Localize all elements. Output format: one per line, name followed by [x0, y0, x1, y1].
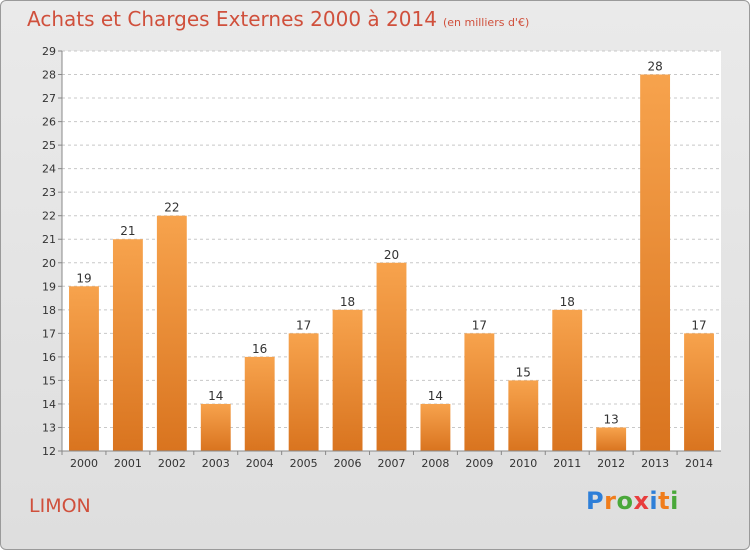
y-tick-label: 21	[42, 233, 56, 246]
logo-letter: i	[670, 487, 679, 515]
data-label-2005: 17	[296, 318, 311, 332]
x-tick-label: 2003	[202, 457, 230, 470]
y-tick-label: 18	[42, 304, 56, 317]
y-tick-label: 20	[42, 257, 56, 270]
data-label-2003: 14	[208, 389, 223, 403]
y-tick-label: 12	[42, 445, 56, 458]
y-axis-ticks: 12 13 14 15 16 17 18 19 20 21 22 23 24 25 26 27 28 29	[42, 45, 62, 458]
data-label-2012: 13	[604, 412, 619, 426]
data-label-2002: 22	[164, 201, 179, 215]
logo-letter: P	[586, 487, 605, 515]
bar-2003[interactable]	[200, 403, 231, 451]
bar-2001[interactable]	[112, 239, 143, 451]
y-tick-label: 24	[42, 163, 56, 176]
data-label-2006: 18	[340, 295, 355, 309]
logo-letter: r	[604, 487, 617, 515]
x-tick-label: 2002	[158, 457, 186, 470]
x-tick-label: 2011	[553, 457, 581, 470]
logo-letter: x	[633, 487, 650, 515]
bar-2013[interactable]	[640, 74, 671, 451]
chart-title-text: Achats et Charges Externes 2000 à 2014	[27, 7, 437, 31]
x-tick-label: 2013	[641, 457, 669, 470]
bars	[69, 74, 714, 451]
x-tick-label: 2007	[378, 457, 406, 470]
y-tick-label: 28	[42, 69, 56, 82]
data-label-2007: 20	[384, 248, 399, 262]
bar-2004[interactable]	[244, 356, 275, 451]
bar-2014[interactable]	[684, 333, 714, 451]
y-tick-label: 13	[42, 421, 56, 434]
chart-subtitle: (en milliers d'€)	[442, 16, 530, 29]
x-tick-label: 2014	[685, 457, 713, 470]
x-tick-label: 2006	[334, 457, 362, 470]
x-tick-label: 2005	[290, 457, 318, 470]
bar-2011[interactable]	[552, 309, 583, 451]
data-label-2009: 17	[472, 318, 487, 332]
bar-2006[interactable]	[332, 309, 363, 451]
x-tick-label: 2009	[465, 457, 493, 470]
y-tick-label: 23	[42, 186, 56, 199]
bar-2007[interactable]	[376, 262, 407, 451]
data-label-2013: 28	[647, 60, 662, 74]
x-tick-label: 2000	[70, 457, 98, 470]
y-tick-label: 19	[42, 280, 56, 293]
y-tick-label: 17	[42, 327, 56, 340]
data-label-2004: 16	[252, 342, 267, 356]
x-tick-label: 2001	[114, 457, 142, 470]
y-tick-label: 29	[42, 45, 56, 58]
x-tick-label: 2010	[509, 457, 537, 470]
bar-2012[interactable]	[596, 427, 627, 451]
y-tick-label: 26	[42, 116, 56, 129]
data-labels: 19 21 22 14 16 17 18 20 14 17 15 18 13 28 17	[76, 60, 706, 427]
x-axis-ticks: 2000 2001 2002 2003 2004 2005 2006 2007 2008 2009…	[61, 451, 713, 470]
data-label-2014: 17	[691, 318, 706, 332]
data-label-2011: 18	[560, 295, 575, 309]
bar-2000[interactable]	[69, 286, 99, 451]
y-tick-label: 27	[42, 92, 56, 105]
y-tick-label: 25	[42, 139, 56, 152]
place-name: LIMON	[29, 495, 91, 517]
logo-letter: i	[649, 487, 659, 515]
data-label-2001: 21	[120, 224, 135, 238]
data-label-2000: 19	[76, 271, 91, 285]
x-tick-label: 2004	[246, 457, 274, 470]
y-tick-label: 15	[42, 374, 56, 387]
bar-2009[interactable]	[464, 333, 495, 451]
logo-letter: t	[658, 487, 671, 515]
bar-2005[interactable]	[288, 333, 319, 451]
logo-letter: o	[616, 487, 634, 515]
x-tick-label: 2012	[597, 457, 625, 470]
proxiti-logo[interactable]: Proxiti	[586, 487, 679, 515]
y-tick-label: 16	[42, 351, 56, 364]
bar-2002[interactable]	[156, 215, 187, 451]
chart-title: Achats et Charges Externes 2000 à 2014 (e…	[27, 7, 529, 31]
data-label-2008: 14	[428, 389, 443, 403]
y-tick-label: 14	[42, 398, 56, 411]
y-tick-label: 22	[42, 210, 56, 223]
data-label-2010: 15	[516, 365, 531, 379]
x-tick-label: 2008	[421, 457, 449, 470]
bar-2008[interactable]	[420, 403, 451, 451]
bar-2010[interactable]	[508, 380, 539, 451]
